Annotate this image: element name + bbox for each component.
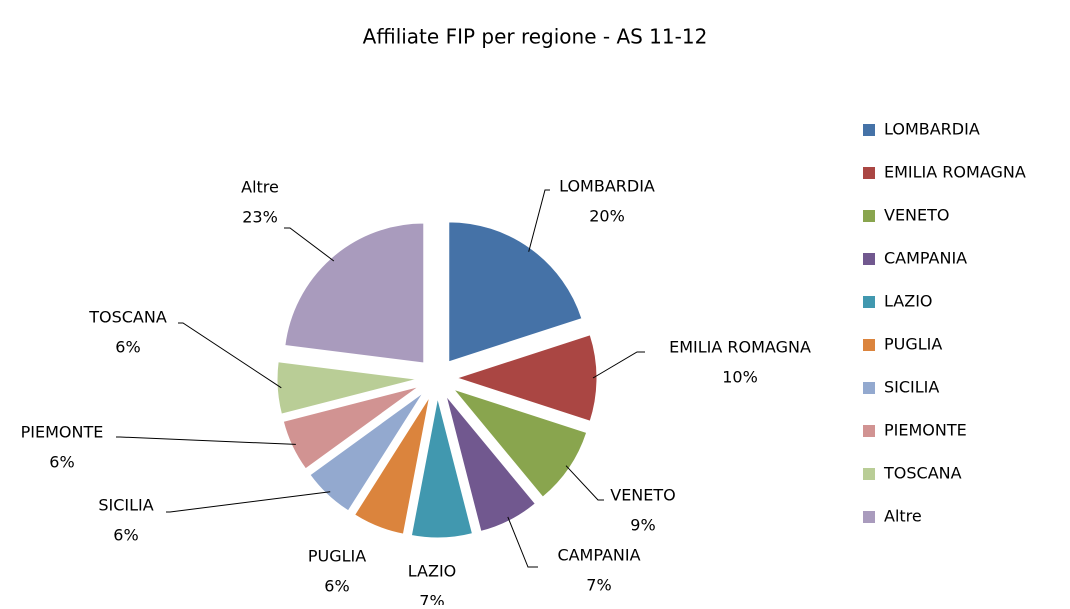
data-label-name: LAZIO [408, 562, 457, 581]
pie-slice [410, 397, 474, 539]
leader-line [116, 436, 296, 445]
legend-label: LAZIO [884, 292, 933, 311]
legend-swatch [863, 511, 875, 523]
data-label-value: 7% [586, 576, 611, 595]
data-label-name: TOSCANA [88, 308, 167, 327]
data-label-name: PUGLIA [308, 547, 366, 566]
pie-slice [282, 386, 420, 470]
data-label-value: 7% [419, 592, 444, 606]
data-label-name: Altre [241, 178, 279, 197]
legend-swatch [863, 210, 875, 222]
data-label-name: EMILIA ROMAGNA [669, 338, 811, 357]
legend-swatch [863, 425, 875, 437]
data-label-value: 6% [324, 577, 349, 596]
pie-slice [309, 392, 424, 512]
leader-line [507, 516, 538, 568]
data-label-name: PIEMONTE [21, 423, 104, 442]
data-label-value: 6% [115, 338, 140, 357]
data-label-name: SICILIA [98, 496, 153, 515]
legend-swatch [863, 296, 875, 308]
legend-label: CAMPANIA [884, 249, 967, 268]
data-label-value: 20% [589, 207, 625, 226]
data-label-value: 6% [49, 453, 74, 472]
legend-label: SICILIA [884, 378, 939, 397]
data-label-value: 6% [113, 526, 138, 545]
chart-title: Affiliate FIP per regione - AS 11-12 [363, 25, 708, 49]
legend-swatch [863, 339, 875, 351]
pie-slice [452, 388, 588, 498]
legend-label: PIEMONTE [884, 421, 967, 440]
pie-slice [455, 334, 598, 422]
legend-label: TOSCANA [883, 464, 962, 483]
legend-label: PUGLIA [884, 335, 942, 354]
legend-swatch [863, 382, 875, 394]
legend-label: LOMBARDIA [884, 120, 980, 139]
legend-label: Altre [884, 507, 922, 526]
data-label-value: 23% [242, 208, 278, 227]
legend-label: EMILIA ROMAGNA [884, 163, 1026, 182]
data-label-value: 9% [630, 516, 655, 535]
legend-swatch [863, 167, 875, 179]
legend-label: VENETO [884, 206, 950, 225]
data-label-name: LOMBARDIA [559, 177, 655, 196]
leader-line [166, 491, 331, 513]
leader-line [178, 322, 282, 389]
legend-swatch [863, 124, 875, 136]
data-label-value: 10% [722, 368, 758, 387]
pie-slice [353, 396, 431, 535]
legend-swatch [863, 253, 875, 265]
leader-line [284, 227, 335, 262]
pie-slice [448, 221, 583, 363]
legend-swatch [863, 468, 875, 480]
leader-line [528, 189, 550, 252]
data-label-name: CAMPANIA [557, 546, 640, 565]
data-label-name: VENETO [610, 486, 676, 505]
pie-slice [284, 222, 425, 364]
pie-slice [276, 361, 418, 415]
leader-line [592, 351, 645, 379]
leader-line [565, 465, 604, 501]
